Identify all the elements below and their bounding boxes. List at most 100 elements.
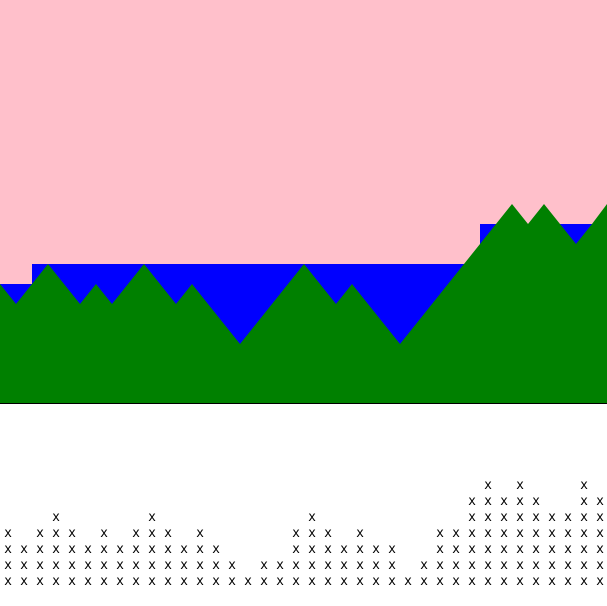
marker-x: x xyxy=(468,494,476,509)
marker-x: x xyxy=(548,558,556,573)
marker-x: x xyxy=(148,510,156,525)
marker-x: x xyxy=(564,542,572,557)
marker-x: x xyxy=(564,510,572,525)
marker-x: x xyxy=(84,574,92,589)
marker-x: x xyxy=(580,558,588,573)
marker-x: x xyxy=(388,558,396,573)
marker-x: x xyxy=(404,574,412,589)
marker-x: x xyxy=(388,542,396,557)
marker-x: x xyxy=(468,574,476,589)
marker-x: x xyxy=(580,494,588,509)
marker-x: x xyxy=(500,574,508,589)
marker-x: x xyxy=(436,558,444,573)
marker-x: x xyxy=(356,526,364,541)
marker-x: x xyxy=(100,526,108,541)
marker-x: x xyxy=(132,558,140,573)
marker-x: x xyxy=(548,526,556,541)
marker-x: x xyxy=(436,574,444,589)
marker-x: x xyxy=(68,542,76,557)
marker-x: x xyxy=(324,526,332,541)
marker-x: x xyxy=(116,574,124,589)
marker-x: x xyxy=(468,526,476,541)
marker-x: x xyxy=(596,510,604,525)
marker-x: x xyxy=(116,542,124,557)
marker-x: x xyxy=(580,478,588,493)
marker-x: x xyxy=(116,558,124,573)
marker-x: x xyxy=(532,526,540,541)
marker-x: x xyxy=(20,542,28,557)
marker-x: x xyxy=(372,574,380,589)
marker-x: x xyxy=(500,510,508,525)
marker-x: x xyxy=(468,542,476,557)
marker-x: x xyxy=(292,558,300,573)
marker-x: x xyxy=(84,542,92,557)
marker-x: x xyxy=(276,558,284,573)
marker-x: x xyxy=(4,558,12,573)
marker-x: x xyxy=(580,510,588,525)
marker-x: x xyxy=(356,558,364,573)
marker-x: x xyxy=(164,558,172,573)
marker-x: x xyxy=(484,542,492,557)
marker-x: x xyxy=(52,510,60,525)
marker-x: x xyxy=(452,526,460,541)
marker-x: x xyxy=(516,478,524,493)
marker-x: x xyxy=(100,558,108,573)
marker-x: x xyxy=(324,558,332,573)
marker-x: x xyxy=(36,542,44,557)
marker-x: x xyxy=(20,574,28,589)
marker-x: x xyxy=(292,542,300,557)
marker-x: x xyxy=(468,558,476,573)
marker-x: x xyxy=(580,542,588,557)
marker-x: x xyxy=(532,510,540,525)
marker-x: x xyxy=(596,494,604,509)
marker-x: x xyxy=(212,542,220,557)
marker-x: x xyxy=(484,494,492,509)
marker-x: x xyxy=(180,574,188,589)
marker-x: x xyxy=(372,542,380,557)
marker-x: x xyxy=(340,558,348,573)
marker-x: x xyxy=(356,574,364,589)
marker-x: x xyxy=(212,558,220,573)
marker-x: x xyxy=(596,542,604,557)
marker-x: x xyxy=(164,526,172,541)
marker-x: x xyxy=(596,574,604,589)
marker-x: x xyxy=(420,574,428,589)
marker-x: x xyxy=(132,574,140,589)
marker-x: x xyxy=(564,574,572,589)
marker-x: x xyxy=(564,526,572,541)
marker-x: x xyxy=(436,526,444,541)
marker-x: x xyxy=(516,542,524,557)
marker-x: x xyxy=(596,526,604,541)
marker-x: x xyxy=(308,542,316,557)
marker-x: x xyxy=(148,526,156,541)
marker-x: x xyxy=(196,574,204,589)
marker-x: x xyxy=(532,558,540,573)
marker-x: x xyxy=(4,574,12,589)
marker-x: x xyxy=(484,558,492,573)
marker-x: x xyxy=(500,494,508,509)
marker-x: x xyxy=(500,526,508,541)
marker-x: x xyxy=(36,574,44,589)
marker-x: x xyxy=(36,526,44,541)
marker-x: x xyxy=(52,558,60,573)
marker-x: x xyxy=(580,526,588,541)
marker-x: x xyxy=(132,526,140,541)
marker-x: x xyxy=(68,574,76,589)
marker-x: x xyxy=(484,478,492,493)
marker-x: x xyxy=(260,558,268,573)
marker-x: x xyxy=(452,574,460,589)
marker-x: x xyxy=(356,542,364,557)
marker-x: x xyxy=(52,574,60,589)
marker-x: x xyxy=(132,542,140,557)
marker-x: x xyxy=(388,574,396,589)
marker-x: x xyxy=(548,542,556,557)
marker-x: x xyxy=(372,558,380,573)
marker-x: x xyxy=(532,494,540,509)
marker-x: x xyxy=(4,542,12,557)
marker-x: x xyxy=(260,574,268,589)
marker-x: x xyxy=(244,574,252,589)
marker-x: x xyxy=(228,574,236,589)
terrain-mountains xyxy=(0,184,607,404)
marker-x: x xyxy=(180,558,188,573)
